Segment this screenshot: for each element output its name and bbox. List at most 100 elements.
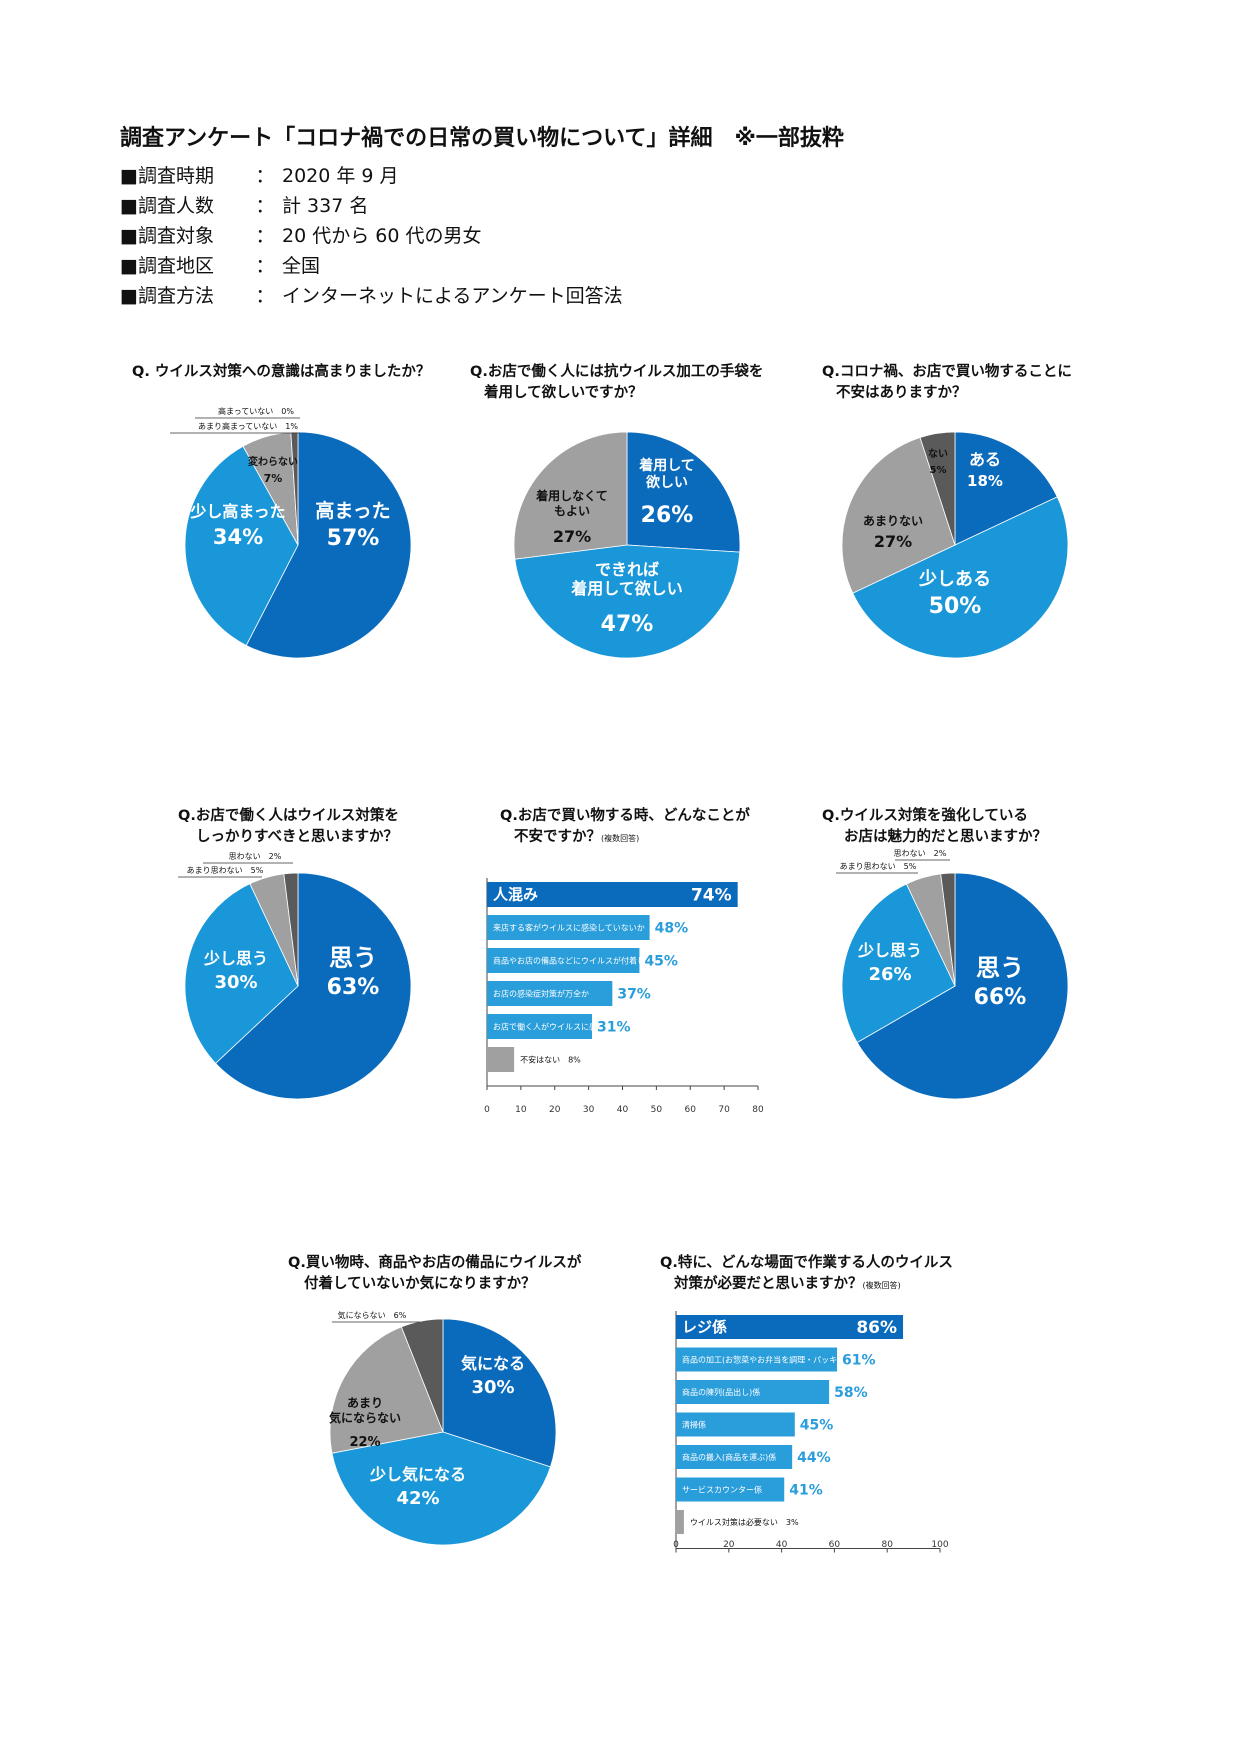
bar-label: 商品の陳列(品出し)係 <box>682 1387 760 1397</box>
bar-label: 清掃係 <box>682 1420 706 1430</box>
x-tick-label: 30 <box>583 1105 595 1115</box>
x-tick-label: 80 <box>881 1540 893 1550</box>
slice-label: 思う <box>329 944 377 972</box>
bar-label: 商品の加工(お惣菜やお弁当を調理・パッキングする)係 <box>682 1355 880 1365</box>
bar-label: お店で働く人がウイルスに感染していないか <box>493 1022 653 1032</box>
bar <box>676 1380 830 1404</box>
bar-value: 37% <box>617 987 651 1003</box>
slice-label: あまり <box>347 1396 383 1410</box>
bar <box>487 1047 515 1072</box>
slice-label: 欲しい <box>645 474 688 491</box>
pie-slice <box>856 872 1069 1100</box>
slice-value: 34% <box>213 525 263 549</box>
bar-value: 44% <box>797 1450 831 1466</box>
info-label: ■調査時期 <box>120 165 214 187</box>
chart-title-line2: お店は魅力的だと思いますか？ <box>844 829 1047 845</box>
slice-label: できれば <box>595 560 659 579</box>
chart-note: (複数回答) <box>601 834 640 843</box>
slice-label: ない <box>928 448 948 460</box>
bar <box>487 1014 593 1039</box>
info-value: 計 337 名 <box>282 195 369 217</box>
slice-value: 66% <box>974 985 1027 1010</box>
slice-value: 18% <box>967 472 1003 490</box>
info-label: ■調査対象 <box>120 225 214 247</box>
slice-label: あまり思わない 5% <box>187 866 264 875</box>
info-value: インターネットによるアンケート回答法 <box>282 285 623 307</box>
bar <box>676 1412 795 1437</box>
x-tick-label: 60 <box>829 1540 841 1550</box>
bar-value: 41% <box>789 1483 823 1499</box>
slice-value: 63% <box>327 975 380 1000</box>
info-separator: ： <box>255 255 275 277</box>
x-tick-label: 70 <box>718 1105 730 1115</box>
pie-chart-4: 思う 63% 少し思う 30% あまり思わない 5% 思わない 2% <box>178 852 412 1100</box>
bar <box>676 1477 785 1502</box>
x-tick-label: 20 <box>549 1105 561 1115</box>
slice-label: あまり高まっていない 1% <box>198 421 298 431</box>
slice-value: 57% <box>327 526 380 551</box>
slice-label: 気になる <box>461 1354 525 1373</box>
chart-1-title: Q. ウイルス対策への意識は高まりましたか？ <box>132 362 430 383</box>
bar-label: 商品の搬入(商品を運ぶ)係 <box>682 1452 776 1462</box>
pie-slice <box>954 431 1058 546</box>
info-label: ■調査方法 <box>120 285 214 307</box>
chart-title-line1: Q.コロナ禍、お店で買い物することに <box>822 364 1072 380</box>
bar-label: 不安はない 8% <box>520 1055 581 1065</box>
pie-slice <box>841 437 956 594</box>
slice-value: 5% <box>930 465 947 476</box>
slice-label: 少し高まった <box>189 502 285 521</box>
slice-value: 50% <box>929 594 982 619</box>
bar-value: 61% <box>842 1353 876 1369</box>
chart-title-line2: 不安ですか？(複数回答) <box>500 827 750 849</box>
slice-value: 22% <box>349 1435 380 1450</box>
pie-slice <box>331 1431 551 1546</box>
info-value: 全国 <box>282 255 321 277</box>
x-tick-label: 0 <box>484 1105 490 1115</box>
pie-slice <box>215 872 412 1100</box>
bar-chart-5: 0 10 20 30 40 50 60 70 80 人混み 74% 来店する客がウイルスに感染していな… <box>484 878 764 1115</box>
chart-title-line2: 対策が必要だと思いますか？(複数回答) <box>660 1274 953 1296</box>
slice-label: 着用して <box>638 457 695 474</box>
chart-title-line1: Q.ウイルス対策を強化している <box>822 808 1028 824</box>
pie-slice <box>442 1318 557 1468</box>
bar <box>487 948 640 973</box>
pie-slice <box>283 872 299 987</box>
slice-label: 気にならない <box>329 1410 401 1425</box>
chart-title-line2: 着用して欲しいですか？ <box>484 385 643 401</box>
bar-chart-8: 0 20 40 60 80 100 レジ係 86% 商品の加工(お惣菜やお弁当を調理・パッキング… <box>673 1311 949 1553</box>
x-tick-label: 0 <box>673 1540 679 1550</box>
info-separator: ： <box>255 165 275 187</box>
info-row-count: ■調査人数 ： 計 337 名 <box>120 191 368 218</box>
slice-label: もよい <box>554 504 590 518</box>
bar-value: 48% <box>655 921 689 937</box>
x-tick-label: 60 <box>685 1105 697 1115</box>
info-row-target: ■調査対象 ： 20 代から 60 代の男女 <box>120 221 481 248</box>
slice-value: 42% <box>396 1488 439 1509</box>
info-separator: ： <box>255 195 275 217</box>
pie-slice <box>290 431 299 546</box>
slice-label: 思わない 2% <box>229 852 282 861</box>
info-separator: ： <box>255 225 275 247</box>
pie-slice <box>919 431 956 546</box>
bar-value: 58% <box>834 1385 868 1401</box>
chart-4-title: Q.お店で働く人はウイルス対策を しっかりすべきと思いますか？ <box>178 806 399 848</box>
slice-label: 少し気になる <box>369 1465 466 1484</box>
chart-note: (複数回答) <box>862 1281 901 1290</box>
slice-label: あまりない <box>863 514 923 528</box>
bar-value: 31% <box>597 1020 631 1036</box>
slice-label: 思わない 2% <box>894 849 947 858</box>
pie-slice <box>184 445 299 646</box>
bar <box>676 1315 904 1339</box>
slice-value: 27% <box>553 527 591 546</box>
pie-slice <box>329 1326 444 1454</box>
chart-7-title: Q.買い物時、商品やお店の備品にウイルスが 付着していないか気になりますか？ <box>288 1253 581 1295</box>
pie-slice <box>940 872 956 987</box>
slice-label: 気にならない 6% <box>338 1310 407 1320</box>
bar-value: 45% <box>800 1418 834 1434</box>
chart-3-title: Q.コロナ禍、お店で買い物することに 不安はありますか？ <box>822 362 1072 404</box>
info-value: 20 代から 60 代の男女 <box>282 225 482 247</box>
bar-label: 人混み <box>493 886 538 904</box>
